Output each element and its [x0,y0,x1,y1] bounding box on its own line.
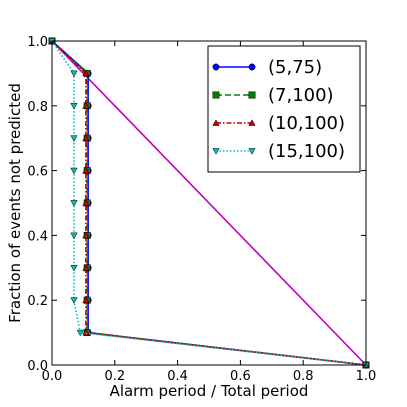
x-tick-label: 0.6 [230,369,251,384]
x-tick-label: 0.0 [42,369,63,384]
x-tick-label: 1.0 [356,369,377,384]
reference-layer [51,40,367,366]
data-point [70,232,78,240]
data-point [82,199,90,206]
data-point [70,167,78,175]
data-point [70,200,78,207]
legend-marker [248,119,256,126]
legend-label: (10,100) [268,113,345,134]
data-point [82,69,90,77]
legend-marker [212,63,220,71]
data-point [82,328,90,336]
data-point [70,297,78,304]
y-tick-label: 0.4 [27,229,48,244]
legend-marker [248,148,256,155]
legend-marker [248,63,256,71]
data-point [70,102,78,110]
data-point [82,231,90,239]
y-tick-label: 0.8 [27,100,48,115]
plot-frame [51,40,367,366]
legend-label: (15,100) [268,141,345,162]
y-tick-label: 0.0 [27,359,48,374]
legend-label: (5,75) [268,57,322,78]
y-axis-label: Fraction of events not predicted [6,83,24,323]
legend-label: (7,100) [268,85,334,106]
data-point [70,70,78,78]
legend-marker [212,148,220,155]
y-tick-label: 0.6 [27,165,48,180]
series-line [51,40,367,366]
series-4 [48,38,370,369]
legend-entry: (15,100) [212,141,345,162]
diagonal-reference-line [51,40,367,366]
x-tick-label: 0.4 [167,369,188,384]
legend: (5,75) (7,100) (10,100) (15,100) [207,45,361,173]
data-point [82,134,90,142]
y-tick-label: 1.0 [27,35,48,50]
x-tick-label: 0.8 [293,369,314,384]
data-point [70,264,78,272]
x-tick-label: 0.2 [104,369,125,384]
data-point [82,102,90,109]
data-point [82,166,90,174]
y-tick-label: 0.2 [27,294,48,309]
legend-marker [248,91,256,99]
data-point [76,329,84,337]
data-point [82,296,90,304]
legend-entry: (5,75) [212,57,322,78]
legend-marker [212,91,220,99]
legend-entry: (7,100) [212,85,334,106]
legend-entry: (10,100) [212,113,345,134]
data-point [70,135,78,142]
data-point [82,264,90,271]
tick-layer: 0.0 0.2 0.4 0.6 0.8 1.0 0.0 0.2 0.4 0.6 0.8 1.0 [27,35,376,384]
x-axis-label: Alarm period / Total period [110,382,309,400]
legend-marker [212,119,220,126]
